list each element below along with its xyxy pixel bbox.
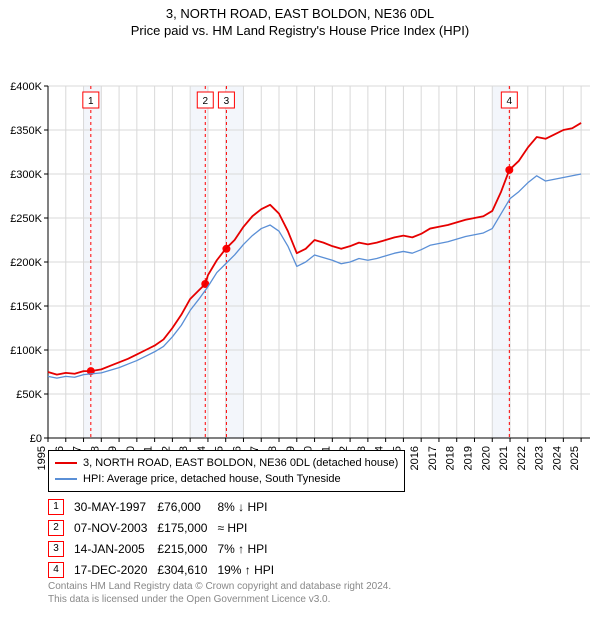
transaction-date: 07-NOV-2003 <box>74 517 157 538</box>
y-tick-label: £400K <box>10 81 42 93</box>
transaction-row: 4 17-DEC-2020£304,61019% ↑ HPI <box>48 559 284 580</box>
marker-number: 4 <box>507 96 513 107</box>
x-tick-label: 2022 <box>516 446 528 470</box>
transaction-price: £76,000 <box>157 496 217 517</box>
transaction-number-box: 1 <box>48 499 64 515</box>
x-tick-label: 2016 <box>409 446 421 470</box>
x-tick-label: 2020 <box>480 446 492 470</box>
title-line1: 3, NORTH ROAD, EAST BOLDON, NE36 0DL <box>0 6 600 21</box>
marker-number: 3 <box>224 96 230 107</box>
transaction-row: 3 14-JAN-2005£215,0007% ↑ HPI <box>48 538 284 559</box>
transaction-number-box: 4 <box>48 562 64 578</box>
transaction-number-box: 2 <box>48 520 64 536</box>
y-tick-label: £0 <box>30 433 42 445</box>
marker-number: 1 <box>88 96 94 107</box>
footer-line2: This data is licensed under the Open Gov… <box>48 593 391 606</box>
legend-item: HPI: Average price, detached house, Sout… <box>55 471 398 487</box>
legend-item: 3, NORTH ROAD, EAST BOLDON, NE36 0DL (de… <box>55 455 398 471</box>
x-tick-label: 2018 <box>445 446 457 470</box>
y-tick-label: £100K <box>10 345 42 357</box>
y-tick-label: £250K <box>10 213 42 225</box>
y-tick-label: £300K <box>10 169 42 181</box>
legend: 3, NORTH ROAD, EAST BOLDON, NE36 0DL (de… <box>48 450 405 492</box>
marker-number: 2 <box>202 96 208 107</box>
y-tick-label: £50K <box>16 389 42 401</box>
chart-titles: 3, NORTH ROAD, EAST BOLDON, NE36 0DL Pri… <box>0 0 600 38</box>
x-tick-label: 2017 <box>427 446 439 470</box>
legend-swatch <box>55 462 77 464</box>
y-tick-label: £150K <box>10 301 42 313</box>
transaction-price: £175,000 <box>157 517 217 538</box>
transaction-delta: 8% ↓ HPI <box>217 496 284 517</box>
x-tick-label: 2024 <box>551 446 563 470</box>
x-tick-label: 2023 <box>534 446 546 470</box>
legend-label: 3, NORTH ROAD, EAST BOLDON, NE36 0DL (de… <box>83 457 398 469</box>
title-line2: Price paid vs. HM Land Registry's House … <box>0 23 600 38</box>
legend-swatch <box>55 478 77 480</box>
x-tick-label: 1995 <box>36 446 48 470</box>
transaction-row: 1 30-MAY-1997£76,0008% ↓ HPI <box>48 496 284 517</box>
transaction-row: 2 07-NOV-2003£175,000≈ HPI <box>48 517 284 538</box>
footer-attribution: Contains HM Land Registry data © Crown c… <box>48 580 391 606</box>
y-tick-label: £200K <box>10 257 42 269</box>
footer-line1: Contains HM Land Registry data © Crown c… <box>48 580 391 593</box>
transactions-table: 1 30-MAY-1997£76,0008% ↓ HPI 2 07-NOV-2003£… <box>48 496 284 580</box>
transaction-price: £304,610 <box>157 559 217 580</box>
transaction-price: £215,000 <box>157 538 217 559</box>
x-tick-label: 2021 <box>498 446 510 470</box>
transaction-number-box: 3 <box>48 541 64 557</box>
transaction-delta: 7% ↑ HPI <box>217 538 284 559</box>
transaction-delta: ≈ HPI <box>217 517 284 538</box>
transaction-date: 14-JAN-2005 <box>74 538 157 559</box>
transaction-date: 30-MAY-1997 <box>74 496 157 517</box>
legend-label: HPI: Average price, detached house, Sout… <box>83 473 341 485</box>
y-tick-label: £350K <box>10 125 42 137</box>
transaction-date: 17-DEC-2020 <box>74 559 157 580</box>
price-chart: 1 2 3 4 £0 £50K £100K £150K £200K £250K £300K £350K… <box>0 38 600 483</box>
x-tick-label: 2019 <box>462 446 474 470</box>
transaction-delta: 19% ↑ HPI <box>217 559 284 580</box>
x-tick-label: 2025 <box>569 446 581 470</box>
